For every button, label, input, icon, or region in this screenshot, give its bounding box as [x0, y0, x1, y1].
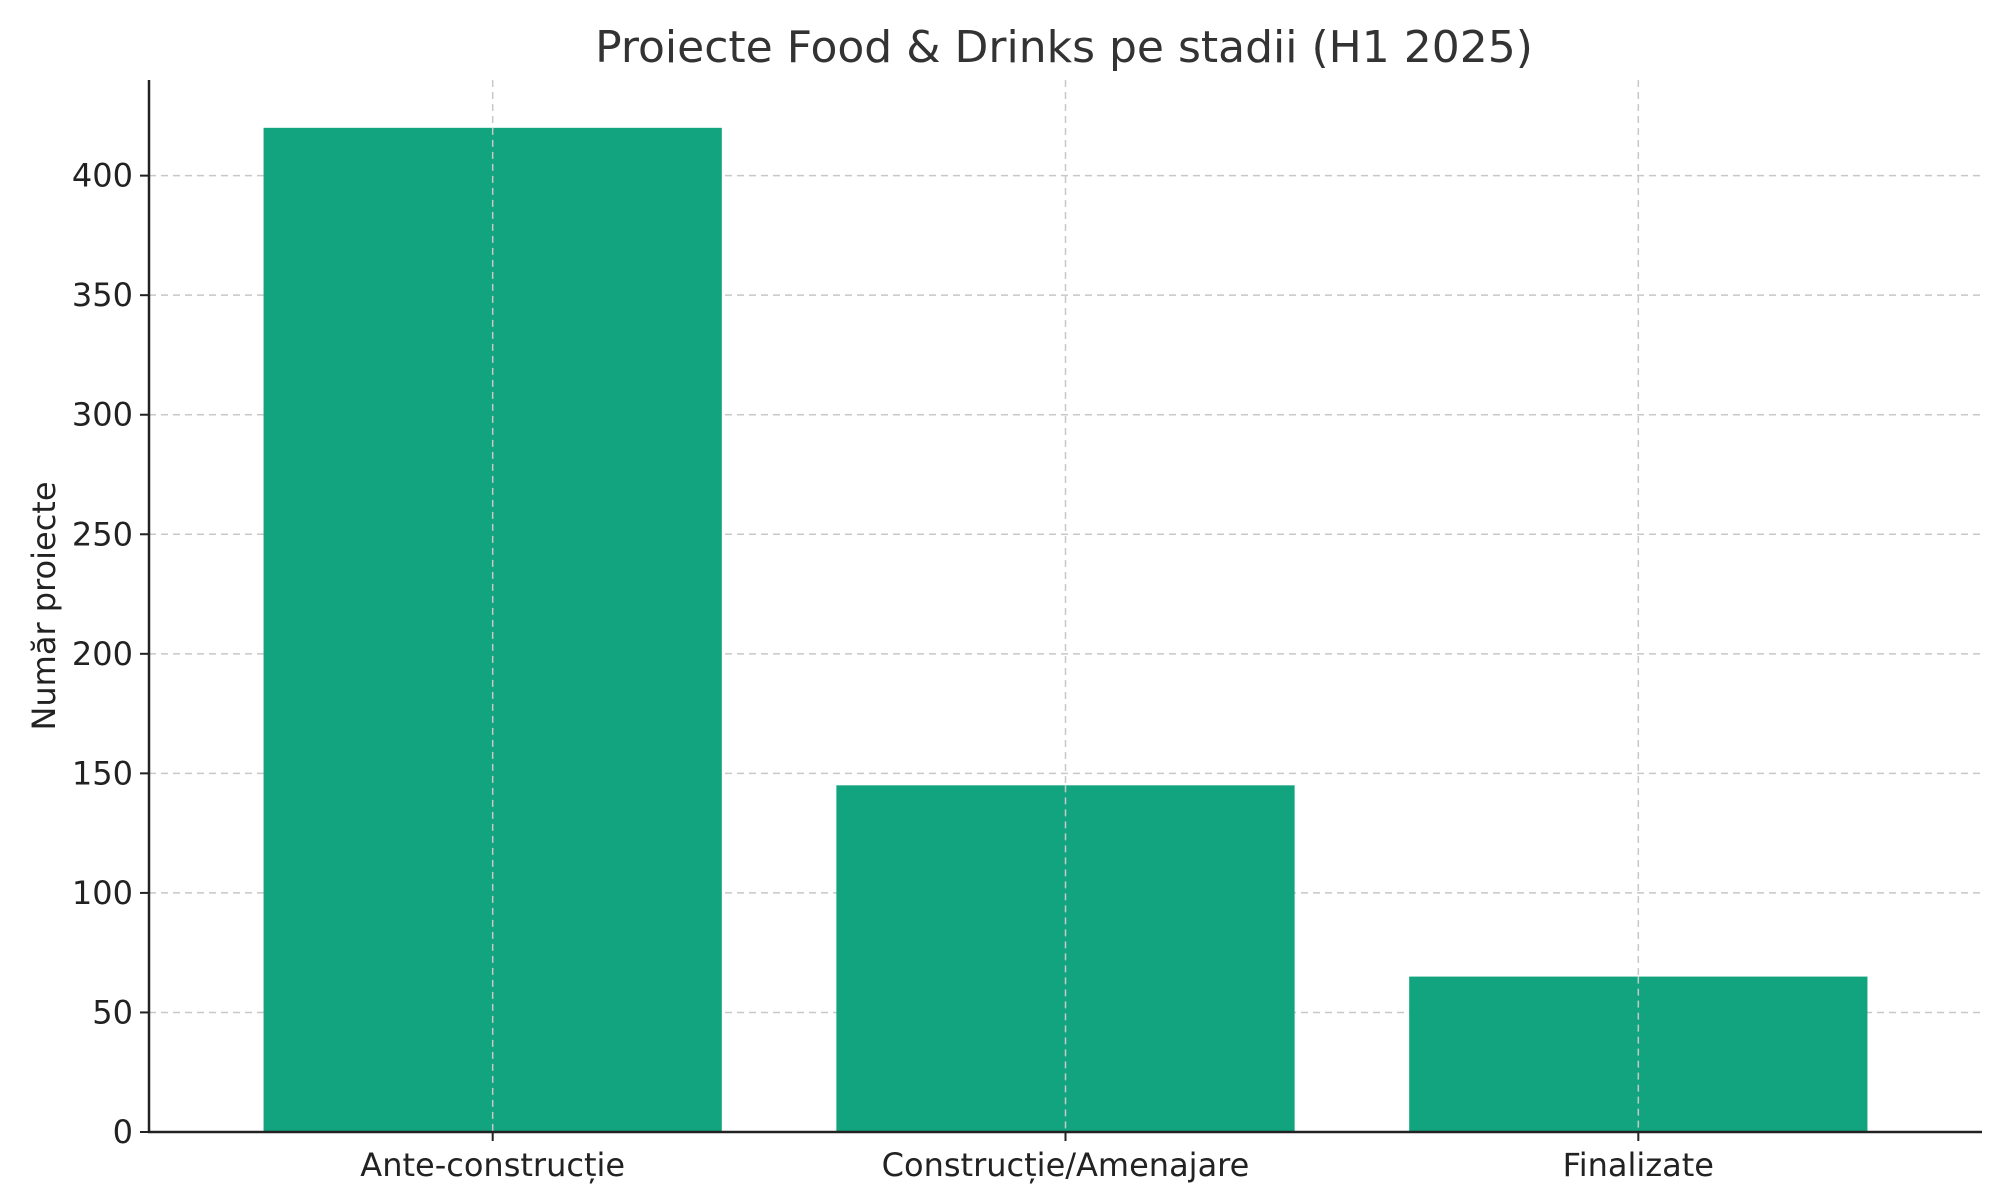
y-tick-label: 150 [72, 754, 133, 792]
y-tick-label: 100 [72, 874, 133, 912]
y-axis-ticks: 0 50 100 150 200 250 300 350 400 [72, 157, 149, 1151]
y-axis-label: Număr proiecte [25, 481, 63, 730]
y-tick-label: 300 [72, 396, 133, 434]
chart-title: Proiecte Food & Drinks pe stadii (H1 202… [595, 22, 1533, 73]
x-tick-label: Ante-construcție [360, 1146, 625, 1184]
y-tick-label: 250 [72, 515, 133, 553]
y-tick-label: 350 [72, 276, 133, 314]
y-tick-label: 200 [72, 635, 133, 673]
y-tick-label: 400 [72, 157, 133, 195]
y-tick-label: 0 [113, 1113, 133, 1151]
x-tick-label: Finalizate [1563, 1146, 1714, 1184]
x-tick-label: Construcție/Amenajare [882, 1146, 1250, 1184]
bars [263, 127, 1868, 1133]
x-axis-ticks: Ante-construcție Construcție/Amenajare Fin… [360, 1132, 1714, 1184]
y-tick-label: 50 [92, 993, 133, 1031]
bar [263, 127, 722, 1133]
